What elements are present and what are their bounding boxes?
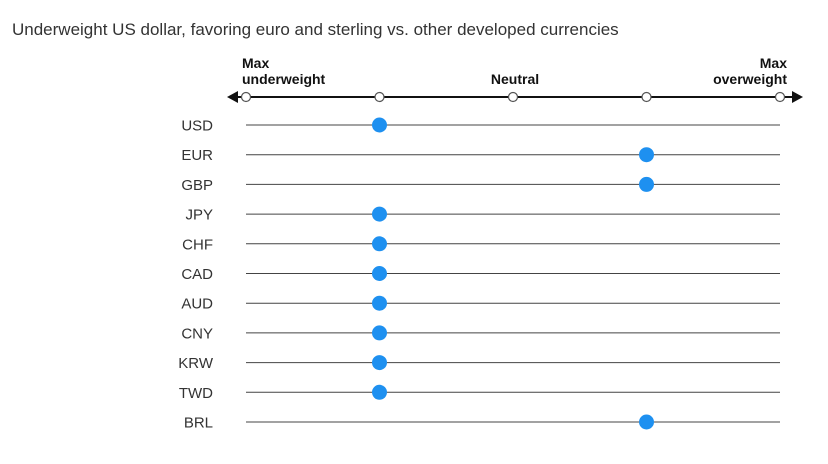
scale-tick-marker-3 — [507, 91, 519, 103]
position-dot-aud — [372, 295, 387, 311]
row-label-krw: KRW — [178, 355, 214, 372]
max-underweight-label-line2: underweight — [242, 71, 326, 87]
position-dot-jpy — [372, 206, 387, 222]
scale-tick-marker-2 — [374, 91, 385, 103]
neutral-label: Neutral — [490, 71, 540, 87]
scale-right-arrowhead — [792, 91, 803, 103]
position-dot-chf — [372, 236, 387, 252]
row-label-jpy: JPY — [185, 207, 213, 224]
row-label-gbp: GBP — [181, 177, 213, 194]
position-dot-usd — [372, 117, 387, 133]
row-label-eur: EUR — [181, 147, 213, 164]
position-dot-twd — [372, 384, 387, 400]
position-dot-brl — [639, 414, 654, 430]
max-overweight-label-line2: overweight — [713, 71, 787, 87]
chart-title: Underweight US dollar, favoring euro and… — [12, 20, 619, 39]
scale-tick-marker-1 — [240, 91, 252, 103]
scale-tick-marker-4 — [641, 91, 652, 103]
max-underweight-label: Max underweight — [242, 55, 325, 87]
row-label-twd: TWD — [179, 385, 213, 402]
row-label-usd: USD — [181, 118, 213, 135]
scale-left-arrowhead — [227, 91, 238, 103]
position-dot-cny — [372, 325, 387, 341]
scale-tick-marker-5 — [774, 91, 786, 103]
position-dot-cad — [372, 266, 387, 281]
row-label-cny: CNY — [181, 325, 213, 342]
max-overweight-label-line1: Max — [759, 55, 787, 71]
position-dot-eur — [639, 147, 654, 163]
position-dot-krw — [372, 355, 387, 371]
row-label-chf: CHF — [182, 236, 213, 253]
max-underweight-label-line1: Max — [242, 55, 270, 71]
position-dot-gbp — [639, 176, 654, 192]
row-label-brl: BRL — [184, 415, 213, 432]
row-label-aud: AUD — [181, 296, 213, 313]
row-label-cad: CAD — [181, 266, 213, 283]
max-overweight-label: Max overweight — [713, 55, 787, 87]
